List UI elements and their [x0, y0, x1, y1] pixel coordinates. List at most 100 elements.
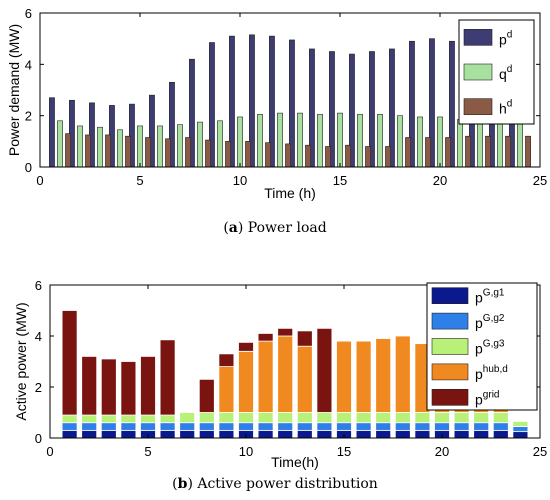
bar-a-hd-1 [65, 133, 71, 168]
bar-b-Gg3-22 [473, 412, 490, 424]
bar-b-Gg2-21 [453, 422, 470, 431]
bar-b-Gg2-3 [100, 422, 117, 431]
x-tick-label: 10 [233, 173, 247, 188]
bar-b-Gg3-1 [61, 414, 78, 424]
x-tick-label: 0 [46, 444, 53, 459]
bar-b-Gg2-19 [414, 422, 431, 431]
bar-b-Gg3-6 [159, 414, 176, 424]
bar-b-Gg1-12 [277, 429, 294, 439]
bar-a-qd-20 [437, 116, 443, 168]
bar-b-Gg1-3 [100, 429, 117, 439]
bar-b-Gg3-7 [179, 412, 196, 424]
bar-a-qd-2 [77, 125, 83, 168]
legend-entry: hd [499, 99, 512, 117]
axes-frame-b [49, 284, 541, 439]
bar-b-Gg1-18 [394, 429, 411, 439]
legend-entry: pG,g1 [475, 288, 505, 306]
bar-b-Gg2-13 [296, 422, 313, 431]
bar-b-Gg2-8 [198, 422, 215, 431]
bar-a-qd-24 [517, 120, 523, 168]
x-tick-label: 20 [435, 444, 449, 459]
bar-a-hd-3 [105, 134, 111, 168]
bar-b-Gg3-18 [394, 412, 411, 424]
bar-b-Gg3-14 [316, 412, 333, 424]
bar-a-qd-14 [317, 114, 323, 168]
bar-a-hd-22 [485, 135, 491, 168]
y-tick-label: 2 [35, 380, 42, 395]
bar-a-qd-7 [177, 124, 183, 168]
bar-a-qd-22 [477, 119, 483, 168]
legend-a: pd qd hd [458, 19, 535, 125]
bar-b-grid-8 [198, 378, 215, 413]
bar-a-hd-11 [265, 142, 271, 168]
bar-b-hubd-18 [394, 335, 411, 413]
legend-swatch [463, 98, 493, 115]
x-tick-label: 15 [337, 444, 351, 459]
bar-b-Gg1-24 [512, 431, 529, 439]
caption-a: (a) Power load [223, 220, 326, 236]
x-tick-label: 20 [433, 173, 447, 188]
bar-a-hd-12 [285, 143, 291, 168]
bar-b-grid-10 [238, 341, 254, 352]
bar-a-qd-8 [197, 121, 203, 168]
legend-entry: pG,g2 [475, 313, 505, 331]
bar-b-Gg1-19 [414, 429, 431, 439]
bar-b-Gg1-22 [473, 429, 490, 439]
bar-b-Gg1-23 [492, 429, 509, 439]
bar-a-hd-10 [245, 141, 251, 168]
x-tick-label: 25 [533, 444, 547, 459]
bar-b-hubd-13 [296, 345, 313, 413]
x-tick-label: 5 [136, 173, 143, 188]
bar-b-Gg1-2 [81, 429, 98, 439]
bar-b-Gg3-9 [218, 412, 235, 424]
x-axis-label: Time (h) [264, 185, 316, 201]
bar-a-qd-16 [357, 114, 363, 168]
bar-b-grid-2 [81, 355, 98, 416]
bar-a-hd-5 [145, 137, 151, 168]
y-tick-label: 6 [25, 6, 32, 21]
bar-a-qd-3 [97, 126, 103, 168]
bar-a-qd-15 [337, 112, 343, 168]
bar-b-hubd-17 [375, 338, 392, 413]
bar-b-grid-11 [257, 333, 274, 342]
bar-a-qd-6 [157, 125, 163, 168]
x-tick-label: 25 [533, 173, 547, 188]
bar-a-pd-1 [49, 97, 55, 168]
bar-b-Gg1-11 [257, 429, 274, 439]
bar-b-Gg2-16 [355, 422, 372, 431]
x-tick-label: 15 [333, 173, 347, 188]
bar-a-hd-6 [165, 138, 171, 168]
y-tick-label: 4 [35, 329, 42, 344]
bar-b-Gg2-6 [159, 422, 176, 431]
bar-b-Gg2-2 [81, 422, 98, 431]
bar-b-grid-1 [61, 310, 78, 416]
bar-b-Gg1-16 [355, 429, 372, 439]
bar-a-qd-4 [117, 129, 123, 168]
bar-a-hd-24 [525, 135, 531, 168]
bar-a-qd-21 [457, 119, 463, 168]
x-tick-label: 0 [36, 173, 43, 188]
bar-b-grid-12 [277, 327, 294, 337]
bar-a-qd-9 [217, 120, 223, 168]
bar-b-Gg1-1 [61, 429, 78, 439]
bar-b-Gg3-10 [238, 412, 254, 424]
bar-a-hd-2 [85, 134, 91, 168]
bar-b-hubd-16 [355, 340, 372, 413]
bar-b-Gg2-17 [375, 422, 392, 431]
bar-b-hubd-9 [218, 366, 235, 413]
bar-a-hd-20 [445, 137, 451, 168]
bar-a-hd-13 [305, 144, 311, 168]
bar-a-qd-11 [257, 114, 263, 168]
y-tick-label: 6 [35, 278, 42, 293]
legend-entry: pd [499, 29, 512, 47]
bar-b-Gg3-12 [277, 412, 294, 424]
bar-b-Gg2-9 [218, 422, 235, 431]
axes-frame-a [39, 12, 541, 168]
bar-a-qd-13 [297, 112, 303, 168]
bar-a-qd-23 [497, 120, 503, 168]
chart-panel-a: 0 5 10 15 20 25 0 2 4 6 Time (h) Power demand (MW) p… [6, 6, 547, 236]
y-tick-label: 2 [25, 109, 32, 124]
bar-b-grid-5 [140, 355, 156, 416]
bar-b-Gg1-13 [296, 429, 313, 439]
bar-b-grid-13 [296, 330, 313, 347]
